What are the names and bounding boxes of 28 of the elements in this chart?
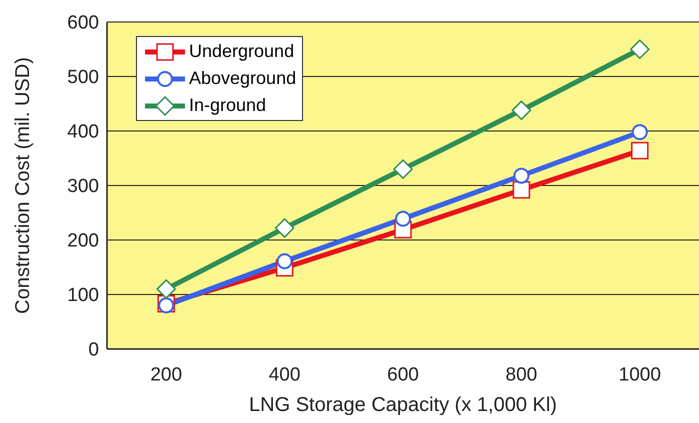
point bbox=[274, 218, 294, 238]
y-tick-label: 100 bbox=[67, 285, 99, 306]
legend-label: In-ground bbox=[189, 95, 266, 116]
point bbox=[395, 210, 411, 227]
point bbox=[630, 40, 650, 59]
point bbox=[276, 253, 293, 270]
x-tick-label: 1000 bbox=[618, 364, 661, 386]
x-tick-label: 600 bbox=[387, 364, 419, 386]
point bbox=[631, 142, 649, 160]
legend-label: Aboveground bbox=[189, 68, 296, 89]
y-axis-title: Construction Cost (mil. USD) bbox=[12, 57, 34, 314]
y-tick-label: 0 bbox=[88, 340, 99, 361]
x-axis-title: LNG Storage Capacity (x 1,000 Kl) bbox=[249, 394, 557, 416]
y-tick-label: 500 bbox=[67, 67, 99, 88]
x-tick-label: 800 bbox=[506, 364, 538, 386]
y-tick-label: 200 bbox=[67, 230, 99, 252]
x-tick-label: 400 bbox=[268, 364, 300, 386]
point bbox=[156, 279, 176, 299]
point bbox=[513, 168, 530, 184]
y-tick-label: 300 bbox=[67, 176, 99, 198]
point bbox=[632, 124, 648, 140]
point bbox=[393, 159, 413, 179]
legend-label: Underground bbox=[189, 41, 294, 62]
x-tick-label: 200 bbox=[150, 364, 182, 386]
point bbox=[512, 181, 530, 199]
y-tick-label: 400 bbox=[67, 122, 99, 143]
point bbox=[512, 100, 532, 120]
y-tick-label: 600 bbox=[67, 12, 99, 34]
